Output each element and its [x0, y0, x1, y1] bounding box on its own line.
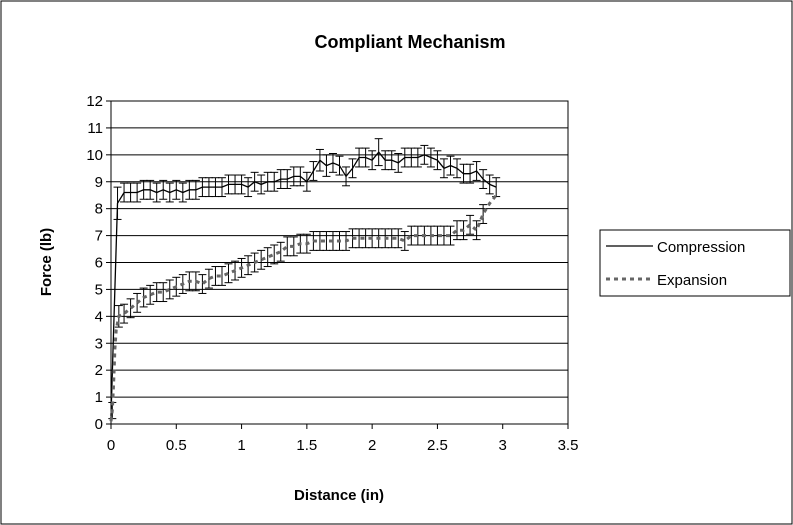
legend-label-expansion: Expansion: [657, 272, 727, 289]
x-tick-label: 1: [237, 437, 245, 454]
y-tick-label: 2: [95, 362, 103, 379]
x-tick-label: 0: [107, 437, 115, 454]
chart-title: Compliant Mechanism: [314, 32, 505, 52]
y-tick-label: 4: [95, 308, 103, 325]
legend: Compression Expansion: [599, 229, 791, 297]
y-tick-label: 9: [95, 174, 103, 191]
y-tick-label: 6: [95, 255, 103, 272]
y-axis-title: Force (lb): [38, 228, 55, 296]
x-tick-label: 2: [368, 437, 376, 454]
grid: [111, 127, 568, 398]
series-line-expansion: [109, 194, 498, 422]
y-tick-label: 7: [95, 228, 103, 245]
x-tick-label: 2.5: [427, 437, 448, 454]
series-compression: [110, 138, 501, 416]
series-layer: [108, 138, 501, 422]
x-tick-label: 3: [499, 437, 507, 454]
y-tick-label: 1: [95, 389, 103, 406]
x-tick-label: 3.5: [558, 437, 579, 454]
x-axis: 0 0.5 1 1.5 2 2.5 3 3.5: [107, 424, 579, 454]
series-line-compression: [110, 151, 497, 416]
x-tick-label: 0.5: [166, 437, 187, 454]
series-expansion: [108, 194, 498, 422]
y-tick-label: 12: [86, 93, 103, 110]
y-tick-label: 11: [87, 120, 103, 137]
y-tick-label: 5: [95, 281, 103, 298]
legend-box: [599, 229, 791, 297]
x-axis-title: Distance (in): [294, 487, 384, 504]
y-tick-label: 8: [95, 201, 103, 218]
y-tick-label: 10: [86, 147, 103, 164]
legend-label-compression: Compression: [657, 239, 745, 256]
x-tick-label: 1.5: [296, 437, 317, 454]
y-tick-label: 3: [95, 335, 103, 352]
y-tick-label: 0: [95, 416, 103, 433]
